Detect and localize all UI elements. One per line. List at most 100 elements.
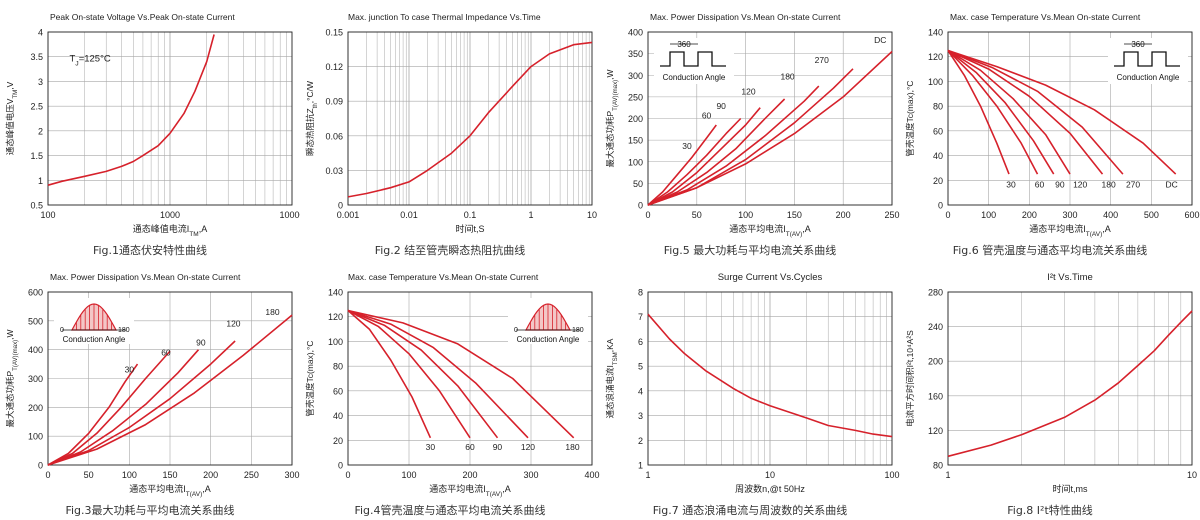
series-label: 60 bbox=[161, 347, 171, 357]
x-tick-label: 200 bbox=[203, 470, 218, 480]
y-axis-label: 管壳温度Tc(max),°C bbox=[305, 340, 315, 416]
chart-svg: 1 2 3 4 5 6 7 8 1 10 100 Surge Current Vs.Cycles 周波数… bbox=[605, 272, 900, 494]
series-line bbox=[347, 309, 432, 439]
plot-frame bbox=[647, 291, 893, 466]
chart-title: Surge Current Vs.Cycles bbox=[718, 272, 823, 283]
y-tick-label: 80 bbox=[933, 102, 943, 112]
y-tick-label: 20 bbox=[333, 436, 343, 446]
x-tick-label: 250 bbox=[884, 210, 899, 220]
y-tick-label: 0 bbox=[638, 201, 643, 211]
x-tick-label: 1 bbox=[645, 470, 650, 480]
series-label: 180 bbox=[565, 442, 579, 452]
series-line bbox=[647, 98, 786, 206]
y-tick-label: 100 bbox=[328, 337, 343, 347]
y-tick-label: 2.5 bbox=[30, 102, 43, 112]
y-tick-label: 0.03 bbox=[325, 166, 343, 176]
x-tick-label: 10000 bbox=[279, 210, 300, 220]
square-wave-icon bbox=[1114, 51, 1180, 67]
plot-frame bbox=[347, 291, 593, 466]
inset-angle-label: 360 bbox=[1131, 40, 1145, 49]
y-axis-label: 最大通态功耗PT(AV)(max),W bbox=[605, 69, 619, 167]
y-tick-label: 100 bbox=[28, 432, 43, 442]
y-tick-label: 0.06 bbox=[325, 131, 343, 141]
grid bbox=[647, 291, 892, 466]
x-axis-label: 时间t,ms bbox=[1053, 483, 1088, 494]
y-tick-label: 300 bbox=[628, 71, 643, 81]
series-label: 30 bbox=[125, 365, 135, 375]
series-line bbox=[347, 41, 593, 198]
figure-caption: Fig.6 管壳温度与通态平均电流关系曲线 bbox=[952, 244, 1148, 257]
figure-caption: Fig.7 通态浪涌电流与周波数的关系曲线 bbox=[652, 504, 848, 517]
chart-svg: 0 20 40 60 80 100 120 140 0 100 200 300 400 500 600 Max… bbox=[905, 12, 1200, 238]
series-label: 120 bbox=[521, 442, 535, 452]
series-line bbox=[947, 49, 1055, 175]
inset-caption: Conduction Angle bbox=[1117, 73, 1180, 82]
y-tick-label: 300 bbox=[28, 374, 43, 384]
y-tick-label: 8 bbox=[638, 288, 643, 298]
series-label: 180 bbox=[780, 72, 794, 82]
y-tick-label: 80 bbox=[933, 461, 943, 471]
series-label: 30 bbox=[1006, 180, 1016, 190]
series-label: 270 bbox=[1126, 180, 1140, 190]
x-tick-label: 1000 bbox=[160, 210, 180, 220]
series-line bbox=[347, 309, 529, 439]
x-axis-label: 通态平均电流IT(AV),A bbox=[129, 483, 211, 498]
x-tick-label: 100 bbox=[884, 470, 899, 480]
y-tick-label: 120 bbox=[928, 426, 943, 436]
chart-panel-6: 0 20 40 60 80 100 120 140 0 100 200 300 400 Max. case… bbox=[300, 260, 600, 520]
series-label: 120 bbox=[741, 87, 755, 97]
y-tick-label: 4 bbox=[638, 386, 643, 396]
grid bbox=[347, 31, 592, 206]
y-tick-label: 200 bbox=[628, 114, 643, 124]
series-line bbox=[47, 314, 293, 466]
x-tick-label: 300 bbox=[284, 470, 299, 480]
chart-panel-7: 1 2 3 4 5 6 7 8 1 10 100 Surge Current Vs.Cycles 周波数… bbox=[600, 260, 900, 520]
x-tick-label: 100 bbox=[981, 210, 996, 220]
series-line bbox=[47, 34, 215, 186]
y-tick-label: 140 bbox=[328, 288, 343, 298]
x-tick-label: 1 bbox=[945, 470, 950, 480]
y-tick-label: 500 bbox=[28, 316, 43, 326]
x-tick-label: 250 bbox=[244, 470, 259, 480]
x-tick-label: 200 bbox=[836, 210, 851, 220]
x-axis-label: 通态平均电流IT(AV),A bbox=[429, 483, 511, 498]
grid bbox=[47, 31, 292, 206]
y-tick-label: 1 bbox=[38, 176, 43, 186]
x-tick-label: 600 bbox=[1184, 210, 1199, 220]
series-line bbox=[47, 340, 236, 466]
series-label: 270 bbox=[815, 55, 829, 65]
y-tick-label: 200 bbox=[928, 357, 943, 367]
y-tick-label: 20 bbox=[933, 176, 943, 186]
inset-caption: Conduction Angle bbox=[663, 73, 726, 82]
x-axis-label: 通态平均电流IT(AV),A bbox=[729, 223, 811, 238]
series-line bbox=[347, 309, 471, 439]
x-tick-label: 10 bbox=[765, 470, 775, 480]
chart-title: Max. case Temperature Vs.Mean On-state C… bbox=[950, 12, 1141, 22]
inset-caption: Conduction Angle bbox=[517, 335, 580, 344]
series-line bbox=[947, 49, 1039, 175]
x-tick-label: 100 bbox=[40, 210, 55, 220]
y-tick-label: 3.5 bbox=[30, 52, 43, 62]
series-line bbox=[647, 313, 893, 438]
x-tick-label: 50 bbox=[84, 470, 94, 480]
plot-frame bbox=[647, 31, 893, 206]
y-axis-label: 管壳温度Tc(max),°C bbox=[905, 80, 915, 156]
series-line bbox=[947, 49, 1104, 175]
y-tick-label: 120 bbox=[328, 312, 343, 322]
x-axis-label: 通态平均电流IT(AV),A bbox=[1029, 223, 1111, 238]
series-line bbox=[947, 50, 1010, 175]
x-tick-label: 1 bbox=[528, 210, 533, 220]
series-line bbox=[347, 309, 499, 439]
conduction-angle-inset: 360 Conduction Angle bbox=[1108, 38, 1188, 84]
series-label: DC bbox=[874, 35, 886, 45]
series-label: 90 bbox=[716, 101, 726, 111]
inset-right-label: 180 bbox=[118, 327, 130, 334]
square-wave-icon bbox=[660, 51, 726, 67]
chart-panel-8: 80 120 160 200 240 280 1 10 I²t Vs.Time 时间t,ms 电流平… bbox=[900, 260, 1200, 520]
x-tick-label: 100 bbox=[401, 470, 416, 480]
x-tick-label: 0.01 bbox=[400, 210, 418, 220]
series-label: 90 bbox=[196, 337, 206, 347]
figure-caption: Fig.2 结至管壳瞬态热阻抗曲线 bbox=[374, 244, 526, 257]
